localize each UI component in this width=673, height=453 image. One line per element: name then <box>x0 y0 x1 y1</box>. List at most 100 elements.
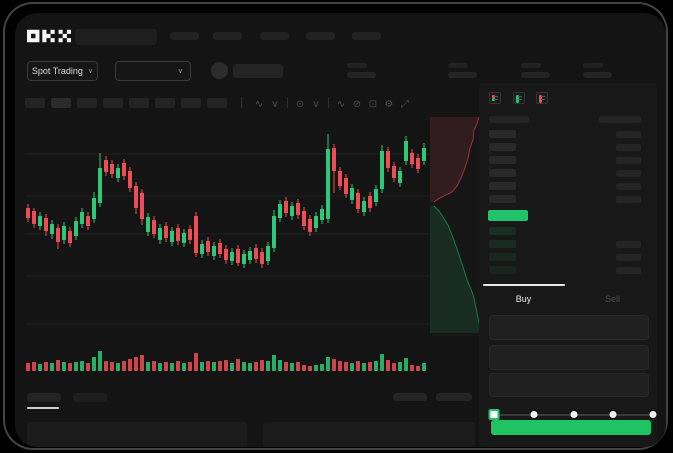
timeframe-button-8[interactable] <box>207 97 227 108</box>
bottom-tab-2[interactable] <box>73 393 107 402</box>
chevron-down-icon: ∨ <box>87 66 94 75</box>
amount-slider[interactable] <box>488 409 657 420</box>
bid-row-3[interactable] <box>489 253 641 261</box>
amount-bar <box>616 241 641 248</box>
device-frame: Spot Trading ∨ ∨ ∿ ∨ ⊙ ∨ ∿ ⊘ ⊡ ⚙ ⤢ <box>3 2 668 450</box>
screenshot-icon[interactable]: ⊡ <box>368 99 378 110</box>
bid-row-1[interactable] <box>489 227 641 235</box>
chart-toolbar: ∿ ∨ ⊙ ∨ ∿ ⊘ ⊡ ⚙ ⤢ <box>25 94 475 111</box>
slider-stop-75[interactable] <box>609 411 617 418</box>
bid-row-2[interactable] <box>489 240 641 248</box>
app-window: Spot Trading ∨ ∨ ∿ ∨ ⊙ ∨ ∿ ⊘ ⊡ ⚙ ⤢ <box>15 13 666 447</box>
timeframe-button-1[interactable] <box>25 97 45 108</box>
ask-row-4[interactable] <box>489 169 641 177</box>
ask-row-2[interactable] <box>489 143 641 151</box>
ask-row-6[interactable] <box>489 195 641 203</box>
fullscreen-icon[interactable]: ⤢ <box>400 99 409 110</box>
caret-down-icon[interactable]: ∨ <box>271 99 279 110</box>
price-bar <box>489 182 516 190</box>
bid-row-4[interactable] <box>489 266 641 274</box>
amount-input[interactable] <box>489 345 649 370</box>
indicator-icon[interactable]: ∿ <box>336 99 346 110</box>
orderbook-view-bids-icon[interactable] <box>513 92 525 104</box>
price-input[interactable] <box>489 315 649 340</box>
depth-chart[interactable] <box>430 114 487 336</box>
caret-down-icon-2[interactable]: ∨ <box>312 99 320 110</box>
orderbook-asks[interactable] <box>489 130 641 208</box>
nav-item-4[interactable] <box>306 32 335 40</box>
history-table-placeholder <box>263 422 475 447</box>
settings-icon[interactable]: ⚙ <box>384 99 394 110</box>
sell-tab[interactable]: Sell <box>568 286 657 310</box>
orderbook-bids[interactable] <box>489 227 641 279</box>
amount-bar <box>616 170 641 177</box>
timeframe-button-4[interactable] <box>103 97 123 108</box>
nav-item-1[interactable] <box>170 32 199 40</box>
buy-submit-button[interactable] <box>491 420 651 435</box>
price-bar <box>489 195 516 203</box>
okx-logo[interactable] <box>27 29 71 44</box>
bottom-tab-underline <box>27 407 59 409</box>
nav-item-3[interactable] <box>260 32 289 40</box>
timeframe-button-7[interactable] <box>181 97 201 108</box>
price-bar <box>489 227 516 235</box>
amount-bar <box>616 267 641 274</box>
toolbar-divider <box>286 97 288 109</box>
candle-type-icon[interactable]: ∿ <box>254 99 264 110</box>
coin-avatar <box>211 62 228 79</box>
stat-value-2 <box>448 72 477 78</box>
nav-item-2[interactable] <box>213 32 242 40</box>
price-bar <box>489 253 516 261</box>
candlestick-chart[interactable] <box>25 116 437 344</box>
compare-icon[interactable]: ⊘ <box>352 99 362 110</box>
timeframe-button-2[interactable] <box>51 97 71 108</box>
sell-tab-label: Sell <box>604 294 620 304</box>
bottom-tab-active[interactable] <box>27 393 61 402</box>
amount-bar <box>616 254 641 261</box>
slider-stop-0[interactable] <box>488 409 500 420</box>
timeframe-button-3[interactable] <box>77 97 97 108</box>
timeframe-button-5[interactable] <box>129 97 149 108</box>
amount-bar <box>616 131 641 138</box>
stat-value-3 <box>521 72 550 78</box>
toolbar-divider <box>327 97 329 109</box>
stat-label-4 <box>583 63 603 68</box>
nav-item-5[interactable] <box>352 32 381 40</box>
buy-tab-indicator <box>483 284 565 286</box>
price-bar <box>489 169 516 177</box>
stat-label-3 <box>521 63 541 68</box>
okx-logo-icon <box>27 29 71 43</box>
total-input[interactable] <box>489 373 649 397</box>
amount-bar <box>616 183 641 190</box>
price-bar <box>489 156 516 164</box>
trade-sidebar: Buy Sell <box>479 83 657 447</box>
orders-table-placeholder <box>27 422 247 447</box>
orderbook-view-asks-icon[interactable] <box>536 92 548 104</box>
ask-row-5[interactable] <box>489 182 641 190</box>
toolbar-icons: ∿ ∨ ⊙ ∨ ∿ ⊘ ⊡ ⚙ ⤢ <box>251 94 413 111</box>
ask-row-1[interactable] <box>489 130 641 138</box>
amount-bar <box>616 144 641 151</box>
market-selector-button[interactable]: Spot Trading ∨ <box>27 61 98 81</box>
last-price-badge[interactable] <box>488 210 528 221</box>
interval-icon[interactable]: ⊙ <box>295 99 305 110</box>
ask-row-3[interactable] <box>489 156 641 164</box>
stat-label-2 <box>448 63 468 68</box>
orderbook-header-price <box>489 116 529 123</box>
slider-stop-50[interactable] <box>570 411 577 418</box>
slider-stop-100[interactable] <box>649 411 657 418</box>
pair-name-placeholder <box>233 64 283 78</box>
orderbook-view-both-icon[interactable] <box>489 92 501 104</box>
bottom-action-2[interactable] <box>436 393 472 401</box>
chevron-down-icon: ∨ <box>177 66 183 75</box>
timeframe-button-6[interactable] <box>155 97 175 108</box>
volume-chart <box>26 351 426 371</box>
search-placeholder[interactable] <box>75 29 157 45</box>
bottom-action-1[interactable] <box>393 393 427 401</box>
price-bar <box>489 240 516 248</box>
market-selector-label: Spot Trading <box>31 66 83 76</box>
pair-selector-dropdown[interactable]: ∨ <box>115 61 191 81</box>
buy-tab[interactable]: Buy <box>479 286 568 310</box>
buy-tab-label: Buy <box>515 294 532 304</box>
slider-stop-25[interactable] <box>530 411 538 418</box>
